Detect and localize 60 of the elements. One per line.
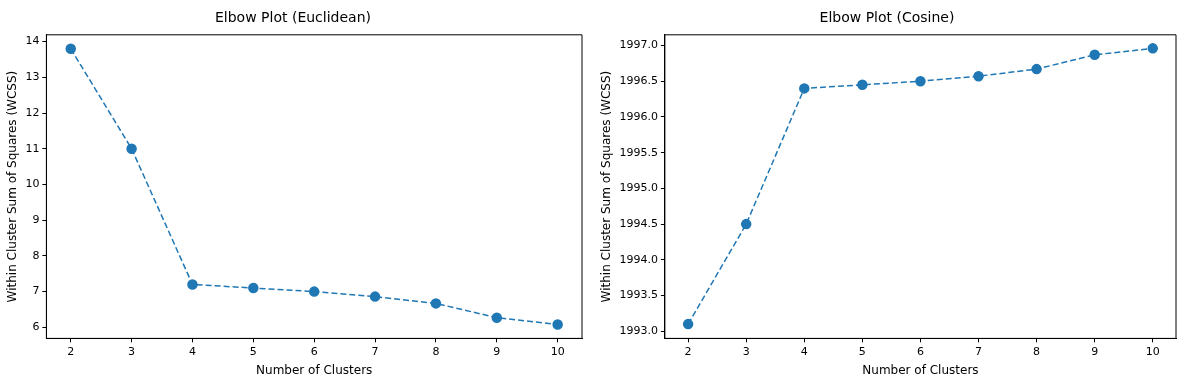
y-tick-label: 11: [25, 141, 40, 155]
point: [1089, 49, 1100, 61]
point: [369, 291, 381, 302]
y-tick-label: 7: [32, 284, 40, 298]
y-tick-label: 10: [25, 177, 40, 191]
x-tick-label: 2: [684, 344, 692, 358]
y-tick-label: 1994.0: [619, 252, 658, 266]
point: [1031, 63, 1042, 75]
y-tick-label: 1996.0: [619, 109, 658, 123]
point: [65, 43, 76, 54]
y-tick-label: 1995.5: [619, 145, 658, 159]
x-tick-label: 5: [858, 344, 866, 358]
y-tick-label: 1993.0: [619, 324, 658, 338]
x-axis-title: Number of Clusters: [256, 362, 373, 377]
x-tick-label: 10: [1145, 344, 1160, 358]
point: [973, 70, 984, 82]
x-tick-label: 4: [800, 344, 808, 358]
x-tick-label: 5: [249, 344, 257, 358]
point: [682, 318, 694, 330]
point: [308, 286, 320, 297]
y-tick-label: 1997.0: [619, 38, 658, 52]
x-tick-label: 6: [916, 344, 924, 358]
point: [430, 298, 442, 309]
point: [740, 218, 752, 230]
point: [248, 282, 259, 294]
x-tick-label: 2: [67, 344, 75, 358]
point: [126, 143, 137, 154]
y-tick-label: 6: [32, 320, 40, 334]
x-tick-label: 6: [310, 344, 318, 358]
y-axis-title: Within Cluster Sum of Squares (WCSS): [599, 70, 614, 303]
y-axis-title: Within Cluster Sum of Squares (WCSS): [5, 70, 20, 303]
point: [857, 79, 868, 91]
y-tick-label: 13: [25, 70, 40, 84]
chart-title: Elbow Plot (Cosine): [819, 9, 955, 26]
y-tick-label: 8: [32, 248, 40, 262]
y-tick-label: 9: [32, 213, 40, 227]
point: [187, 279, 198, 290]
x-tick-label: 3: [128, 344, 136, 358]
y-tick-label: 1996.5: [619, 74, 658, 88]
x-tick-label: 7: [371, 344, 379, 358]
point: [799, 83, 810, 94]
x-tick-label: 4: [188, 344, 196, 358]
x-tick-label: 8: [1033, 344, 1041, 358]
y-tick-label: 1995.0: [619, 181, 658, 195]
x-tick-label: 9: [493, 344, 501, 358]
x-tick-label: 7: [975, 344, 983, 358]
point: [552, 319, 563, 330]
y-tick-label: 12: [25, 105, 40, 119]
x-axis-title: Number of Clusters: [862, 362, 979, 377]
y-tick-label: 1994.5: [619, 216, 658, 230]
x-tick-label: 9: [1091, 344, 1099, 358]
x-tick-label: 3: [742, 344, 750, 358]
y-tick-label: 1993.5: [619, 288, 658, 302]
chart-title: Elbow Plot (Euclidean): [215, 9, 371, 26]
x-tick-label: 8: [432, 344, 440, 358]
y-tick-label: 14: [25, 34, 40, 48]
point: [1147, 43, 1159, 54]
point: [915, 75, 926, 87]
x-tick-label: 10: [550, 344, 565, 358]
point: [491, 312, 503, 323]
